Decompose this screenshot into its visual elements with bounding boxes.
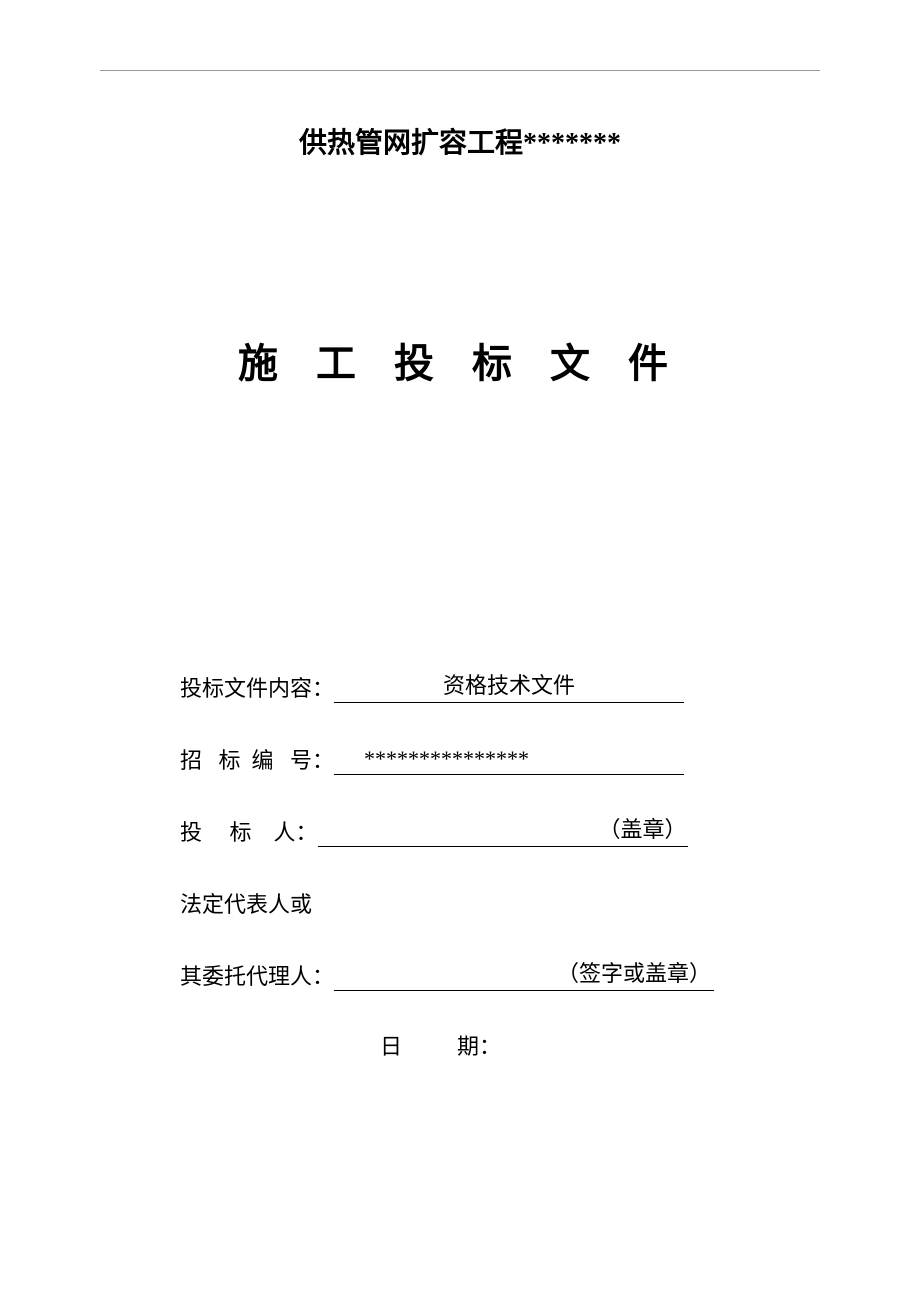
colon: ： [312, 671, 334, 703]
document-page: 供热管网扩容工程******* 施 工 投 标 文 件 投标文件内容 ： 资格技… [0, 0, 920, 1302]
form-label-bid-number: 招 标 编 号 [180, 743, 312, 775]
top-border-rule [100, 70, 820, 71]
document-title: 施 工 投 标 文 件 [100, 331, 820, 389]
form-label-content: 投标文件内容 [180, 671, 312, 703]
form-section: 投标文件内容 ： 资格技术文件 招 标 编 号 ： **************… [100, 669, 820, 1061]
underline-bidder [318, 819, 598, 847]
value-content: 资格技术文件 [334, 668, 684, 700]
form-row-content: 投标文件内容 ： 资格技术文件 [180, 669, 800, 703]
value-bid-number: *************** [334, 746, 684, 772]
colon: ： [312, 743, 334, 775]
form-label-legal-rep: 法定代表人或 [180, 887, 312, 919]
form-label-date: 日 期： [380, 1034, 501, 1059]
form-row-bid-number: 招 标 编 号 ： *************** [180, 741, 800, 775]
underline-content: 资格技术文件 [334, 675, 684, 703]
underline-bidder-suffix: （盖章） [598, 819, 688, 847]
form-row-date: 日 期： [180, 1029, 800, 1061]
suffix-bidder: （盖章） [598, 812, 688, 844]
form-row-legal-rep: 法定代表人或 [180, 885, 800, 919]
form-label-agent: 其委托代理人 [180, 959, 312, 991]
form-row-agent: 其委托代理人 ： （签字或盖章） [180, 957, 800, 991]
underline-agent [334, 963, 554, 991]
form-row-bidder: 投 标 人 ： （盖章） [180, 813, 800, 847]
underline-bid-number: *************** [334, 747, 684, 775]
suffix-agent: （签字或盖章） [554, 956, 714, 988]
form-label-bidder: 投 标 人 [180, 815, 296, 847]
project-title: 供热管网扩容工程******* [100, 121, 820, 161]
colon: ： [296, 815, 318, 847]
colon: ： [312, 959, 334, 991]
underline-agent-suffix: （签字或盖章） [554, 963, 714, 991]
